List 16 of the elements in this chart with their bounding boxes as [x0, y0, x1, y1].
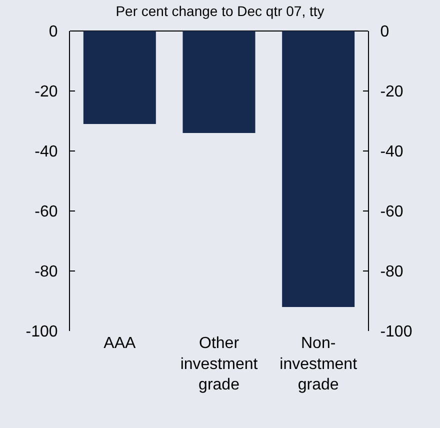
- y2-tick-label: -20: [380, 84, 404, 101]
- y2-tick-label: 0: [380, 24, 390, 41]
- x-tick-label: AAA: [104, 335, 136, 352]
- y-tick-label: -40: [34, 144, 58, 161]
- y-tick-label: -100: [26, 324, 58, 341]
- y-tick-label: 0: [48, 24, 58, 41]
- chart-title: Per cent change to Dec qtr 07, tty: [116, 3, 324, 20]
- x-tick-label: Other investment grade: [180, 335, 258, 394]
- x-tick-label: Non-investment grade: [280, 335, 358, 394]
- y-tick-label: -20: [34, 84, 58, 101]
- y2-tick-label: -60: [380, 204, 404, 221]
- y2-tick-label: -80: [380, 264, 404, 281]
- y2-tick-label: -40: [380, 144, 404, 161]
- y2-tick-label: -100: [380, 324, 412, 341]
- y-tick-label: -60: [34, 204, 58, 221]
- y-tick-label: -80: [34, 264, 58, 281]
